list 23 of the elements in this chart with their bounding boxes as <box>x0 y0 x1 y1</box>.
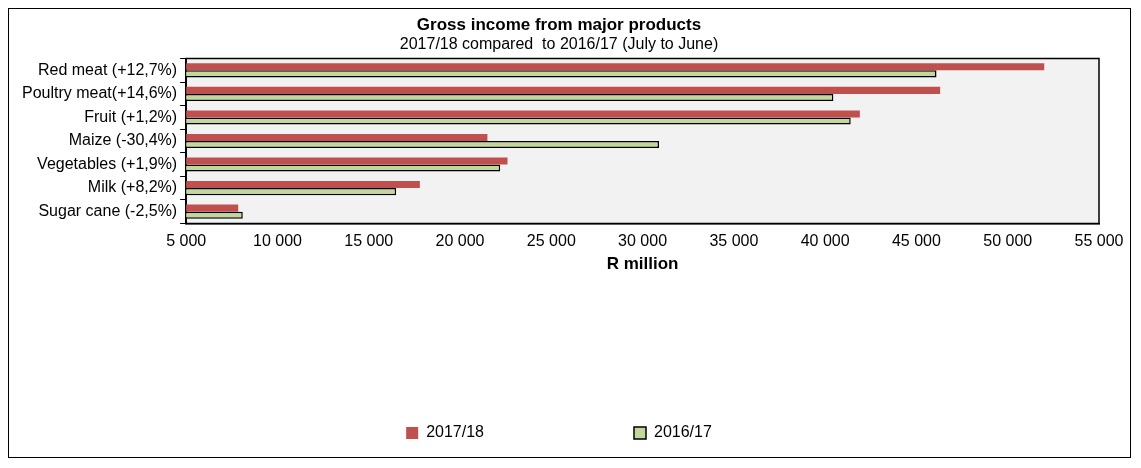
x-tick-label: 20 000 <box>435 232 485 250</box>
legend-label: 2017/18 <box>426 423 485 441</box>
x-tick-label: 50 000 <box>983 232 1033 250</box>
legend-label: 2016/17 <box>654 423 712 441</box>
y-tick-label: Red meat (+12,7%) <box>37 60 178 78</box>
x-tick-label: 35 000 <box>709 232 759 250</box>
x-tick-label: 55 000 <box>1074 232 1124 250</box>
x-axis-title: R million <box>606 254 679 274</box>
x-tick-label: 5 000 <box>166 232 207 250</box>
y-tick-label: Fruit (+1,2%) <box>84 107 178 125</box>
y-tick-label: Maize (-30,4%) <box>68 131 178 149</box>
y-tick-label: Sugar cane (-2,5%) <box>38 202 178 220</box>
x-tick-label: 10 000 <box>252 232 303 250</box>
y-tick-label: Vegetables (+1,9%) <box>37 154 178 172</box>
y-tick-label: Milk (+8,2%) <box>87 178 178 196</box>
x-tick-label: 25 000 <box>526 232 576 250</box>
chart-subtitle: 2017/18 compared to 2016/17 (July to June) <box>399 35 719 53</box>
x-tick-label: 45 000 <box>891 232 942 250</box>
y-tick-label: Poultry meat(+14,6%) <box>21 84 178 102</box>
x-tick-label: 40 000 <box>800 232 850 250</box>
x-tick-label: 15 000 <box>344 232 394 250</box>
x-tick-label: 30 000 <box>618 232 668 250</box>
chart-title: Gross income from major products <box>416 14 702 34</box>
